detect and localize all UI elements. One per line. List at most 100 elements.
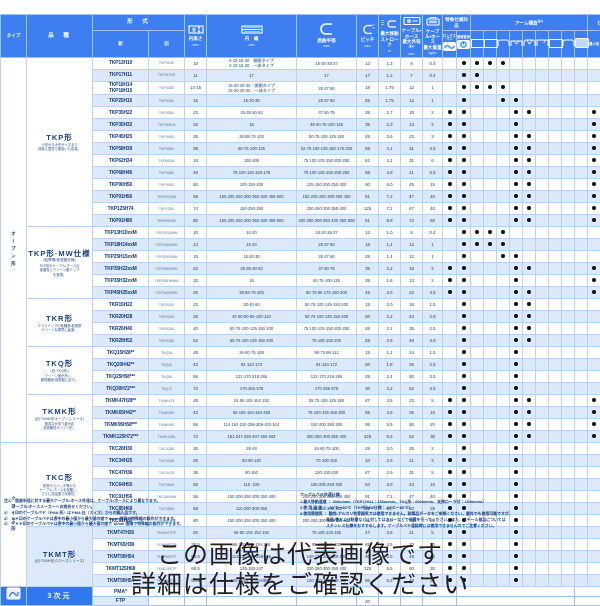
cell-dot-empty [523, 443, 536, 455]
cell-dot-empty [575, 335, 588, 347]
dot-marker [501, 230, 505, 234]
dot-marker [514, 338, 518, 342]
cell-cable-diameter: 22 [401, 131, 423, 143]
cell-dot-empty [484, 263, 497, 275]
cell-model-new: TKR15H22 [93, 299, 149, 311]
cell-model-old: TKMK1250 [149, 431, 185, 443]
cell-inner-height: 50 [185, 179, 207, 191]
dot-marker [462, 85, 466, 89]
cell-inner-width: 15·40 [207, 239, 297, 251]
dot-marker [462, 254, 466, 258]
cell-dot-empty [588, 239, 600, 251]
cell-dot-marked [510, 335, 523, 347]
series-name: TKR形 [28, 314, 91, 323]
cell-dot-empty [443, 359, 457, 371]
cell-dot-empty [588, 383, 600, 395]
cell-dot-empty [562, 311, 575, 323]
cell-dot-empty [497, 215, 510, 227]
cell-dot-marked [523, 143, 536, 155]
cell-inner-height: 25 [185, 455, 207, 467]
cell-dot-empty [484, 131, 497, 143]
cell-dot-empty [471, 119, 484, 131]
cell-inner-height: 22 [185, 263, 207, 275]
dot-marker [592, 410, 596, 414]
cell-dot-marked [588, 155, 600, 167]
header-pitch-label: ピッチ [361, 37, 375, 42]
cell-dot-empty [523, 275, 536, 287]
cell-dot-empty [497, 335, 510, 347]
cell-cable-diameter: 7 [401, 69, 423, 81]
dot-marker [462, 278, 466, 282]
cell-dot-marked [457, 81, 471, 95]
cell-bend-radius: 50·75·85·175·150·200 [297, 287, 357, 299]
cell-dot-empty [588, 69, 600, 81]
cell-dot-marked [523, 311, 536, 323]
cell-bend-radius: 200·250·300·350·400 [297, 203, 357, 215]
cell-dot-empty [443, 251, 457, 263]
cell-inner-width: 15·20·30 [207, 95, 297, 107]
cell-dot-empty [536, 299, 549, 311]
cell-dot-empty [549, 107, 562, 119]
cell-dot-marked [457, 395, 471, 407]
cell-dot-marked [510, 371, 523, 383]
cell-model-old: TKP035DHMW [149, 275, 185, 287]
dot-marker [527, 158, 531, 162]
cell-bend-radius: 58·73·88·112 [297, 347, 357, 359]
cell-dot-empty [549, 287, 562, 299]
dot-marker [514, 194, 518, 198]
cell-dot-marked [523, 191, 536, 203]
cell-dot-marked [457, 143, 471, 155]
header-bend-radius-unit: mm [324, 44, 330, 48]
cell-dot-empty [575, 107, 588, 119]
cell-dot-marked [457, 359, 471, 371]
cell-pitch: 35 [357, 119, 379, 131]
series-description: TKP形のケーブル・ホースの保護性とクリーン度アップを実現。 [28, 264, 91, 277]
cell-dot-empty [575, 81, 588, 95]
cell-dot-marked [523, 155, 536, 167]
cell-dot-empty [549, 335, 562, 347]
cell-inner-width: 122·170·218·266 [207, 371, 297, 383]
dot-marker [462, 350, 466, 354]
header-cable-top: ケーブル・ホース [402, 28, 422, 38]
cell-dot-empty [575, 287, 588, 299]
cell-dot-empty [536, 383, 549, 395]
cell-inner-height: 36 [185, 467, 207, 479]
cell-dot-empty [575, 419, 588, 431]
cell-dot-marked [510, 191, 523, 203]
dot-marker [448, 290, 452, 294]
cell-cable-diameter: 23 [401, 395, 423, 407]
cell-pitch: 125 [357, 431, 379, 443]
cell-stroke: 1.4 [379, 251, 401, 263]
cell-model-old: TKC034D [149, 455, 185, 467]
cell-model-new: TKP35H32xxM [93, 275, 149, 287]
cell-dot-empty [575, 251, 588, 263]
cell-model-new: TKC64H50 [93, 479, 149, 491]
cell-dot-empty [562, 131, 575, 143]
cell-cable-diameter: 12 [401, 81, 423, 95]
cell-pitch: 65 [357, 407, 379, 419]
cell-dot-marked [484, 57, 497, 69]
cell-dot-empty [562, 371, 575, 383]
cell-stroke: 2.7 [379, 107, 401, 119]
cell-dot-marked [510, 287, 523, 299]
cell-dot-marked [588, 167, 600, 179]
cell-dot-marked [484, 239, 497, 251]
cell-bend-radius: 200·250·300·350·400 [297, 431, 357, 443]
cell-dot-empty [549, 227, 562, 239]
cell-dot-marked [471, 81, 484, 95]
cell-inner-height: 40 [185, 323, 207, 335]
dot-marker [462, 146, 466, 150]
cell-dot-empty [536, 107, 549, 119]
cell-model-old: TKC047D [149, 467, 185, 479]
cell-dot-empty [484, 143, 497, 155]
cell-inner-height: 50 [185, 479, 207, 491]
header-bend-radius-label: 屈曲半径 [317, 38, 335, 43]
dot-marker [448, 110, 452, 114]
cell-dot-empty [484, 179, 497, 191]
cell-dot-empty [536, 167, 549, 179]
cell-inner-width: 50·75·100·125·150·200 [207, 323, 297, 335]
cell-cable-load: 5.5 [423, 167, 443, 179]
dot-marker [475, 230, 479, 234]
inner-width-icon [207, 25, 296, 35]
cell-dot-empty [536, 443, 549, 455]
